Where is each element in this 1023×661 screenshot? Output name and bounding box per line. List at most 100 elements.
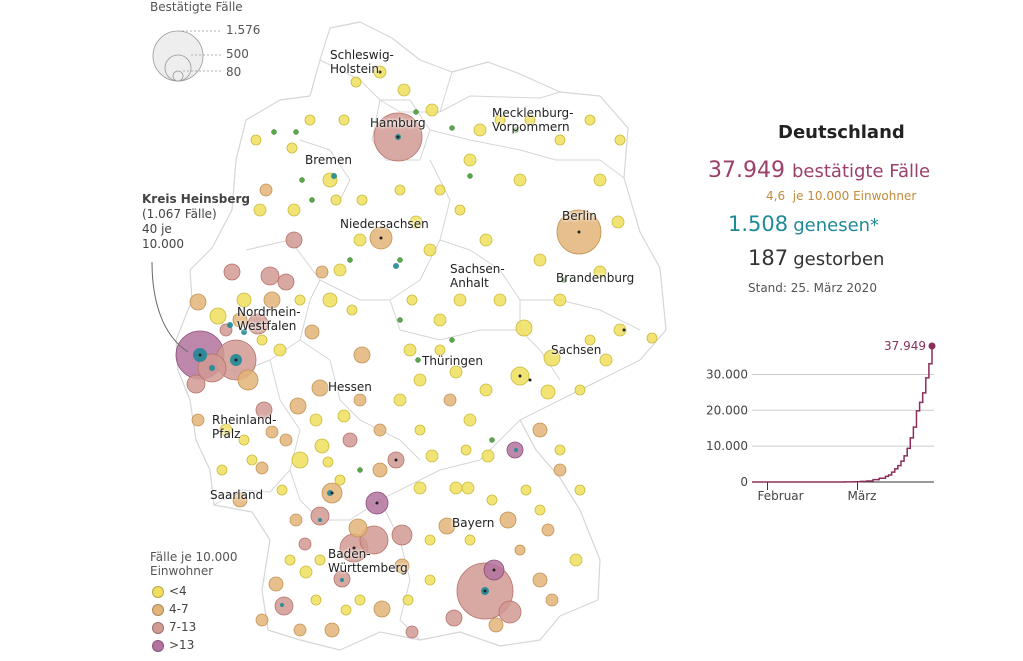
bubble-legend-circle: [172, 70, 184, 82]
district-bubble: [246, 454, 258, 466]
bubble-legend-value-mid: 500: [226, 47, 249, 61]
color-legend-swatch: [152, 603, 164, 616]
heinsberg-annotation-line: [151, 261, 189, 353]
district-bubble: [287, 203, 301, 217]
district-bubble: [209, 307, 227, 325]
district-bubble: [232, 312, 248, 328]
summary-title: Deutschland: [778, 122, 905, 143]
district-bubble: [488, 617, 504, 633]
region-label-rheinland-pfalz: Rheinland- Pfalz: [212, 413, 277, 441]
district-bubble: [481, 449, 495, 463]
district-bubble: [413, 481, 427, 495]
region-label-line: Niedersachsen: [340, 217, 429, 231]
district-bubble: [593, 173, 607, 187]
death-dot: [256, 322, 260, 326]
region-label-line: Schleswig-: [330, 48, 394, 62]
district-bubble: [304, 324, 320, 340]
y-tick-label: 0: [740, 475, 748, 489]
x-tick-label: März: [848, 489, 877, 503]
district-dot: [357, 467, 363, 473]
district-bubble: [493, 293, 507, 307]
state-border: [371, 99, 431, 161]
state-border: [299, 339, 421, 461]
region-label-thüringen: Thüringen: [422, 354, 483, 368]
bubble-legend-value-min: 80: [226, 65, 242, 79]
recovered-dot: [318, 518, 322, 522]
district-bubble: [274, 596, 294, 616]
district-bubble: [611, 215, 625, 229]
region-label-line: Holstein: [330, 62, 379, 76]
district-bubble: [276, 484, 288, 496]
district-bubble: [353, 393, 367, 407]
district-dot: [467, 173, 473, 179]
color-legend-label: 4-7: [169, 602, 189, 616]
district-bubble: [324, 622, 340, 638]
cumulative-cases-line: [752, 345, 933, 483]
district-dot: [415, 357, 421, 363]
district-bubble: [353, 233, 367, 247]
district-dot: [449, 337, 455, 343]
district-bubble: [540, 384, 556, 400]
district-bubble: [584, 334, 596, 346]
region-label-bayern: Bayern: [452, 516, 494, 530]
region-label-hamburg: Hamburg: [370, 116, 426, 130]
latest-value-dot: [928, 342, 936, 350]
region-label-schleswig-holstein: Schleswig- Holstein: [330, 48, 394, 76]
x-tick-label: Februar: [758, 489, 804, 503]
district-bubble: [232, 492, 248, 508]
district-bubble: [574, 384, 586, 396]
district-bubble: [498, 600, 522, 624]
region-label-line: Bayern: [452, 516, 495, 530]
state-border: [520, 299, 641, 331]
district-bubble: [309, 413, 323, 427]
recovered-dot: [227, 322, 233, 328]
region-label-line: Westfalen: [237, 319, 297, 333]
district-bubble: [543, 349, 561, 367]
district-bubble: [402, 594, 414, 606]
state-border: [319, 159, 451, 301]
region-label-line: Hamburg: [370, 116, 426, 130]
district-bubble: [584, 114, 596, 126]
color-legend-label: >13: [169, 638, 195, 652]
district-bubble: [593, 265, 607, 279]
district-bubble: [298, 537, 312, 551]
district-bubble: [434, 184, 446, 196]
district-bubble: [338, 114, 350, 126]
color-legend-item: >13: [152, 638, 194, 652]
district-dot: [347, 257, 353, 263]
district-bubble: [515, 319, 533, 337]
district-bubble: [330, 194, 342, 206]
district-bubble: [310, 594, 322, 606]
district-bubble: [424, 574, 436, 586]
district-bubble: [646, 332, 658, 344]
district-bubble: [340, 604, 352, 616]
district-bubble: [294, 294, 306, 306]
district-bubble: [486, 494, 498, 506]
district-dot: [413, 109, 419, 115]
heinsberg-rate-unit: 10.000: [142, 237, 184, 251]
district-bubble: [397, 83, 411, 97]
district-bubble: [293, 623, 307, 637]
district-bubble: [424, 534, 436, 546]
district-bubble: [449, 365, 463, 379]
district-bubble: [322, 292, 338, 308]
district-bubble: [311, 379, 329, 397]
district-bubble: [373, 600, 391, 618]
district-bubble: [545, 593, 559, 607]
district-bubble: [268, 576, 284, 592]
district-bubble: [186, 374, 206, 394]
district-bubble: [253, 203, 267, 217]
district-bubble: [260, 266, 280, 286]
district-bubble: [277, 273, 295, 291]
state-border: [379, 499, 421, 641]
germany-map: [151, 21, 667, 651]
district-bubble: [263, 291, 281, 309]
district-dot: [299, 177, 305, 183]
district-bubble: [291, 451, 309, 469]
district-bubble: [454, 204, 466, 216]
district-dot: [513, 127, 519, 133]
district-dot: [397, 257, 403, 263]
death-dot: [378, 70, 382, 74]
color-legend-swatch: [152, 585, 164, 598]
color-legend-title: Fälle je 10.000 Einwohner: [150, 550, 238, 578]
